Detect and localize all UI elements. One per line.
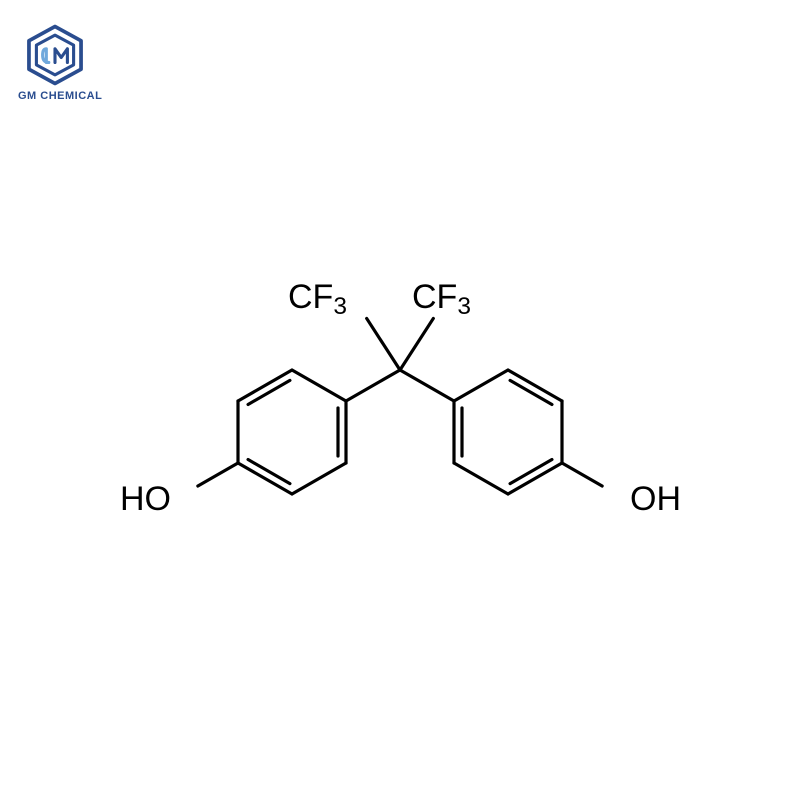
label-cf3-left-sub: 3 [333,293,347,320]
label-cf3-left: CF3 [288,278,347,321]
label-cf3-right-text: CF [412,278,457,316]
chemical-structure [0,0,800,800]
label-cf3-right: CF3 [412,278,471,321]
label-cf3-right-sub: 3 [457,293,471,320]
label-oh-left: HO [120,480,171,519]
label-cf3-left-text: CF [288,278,333,316]
label-oh-right: OH [630,480,681,519]
canvas: GM CHEMICAL CF3 CF3 HO OH [0,0,800,800]
